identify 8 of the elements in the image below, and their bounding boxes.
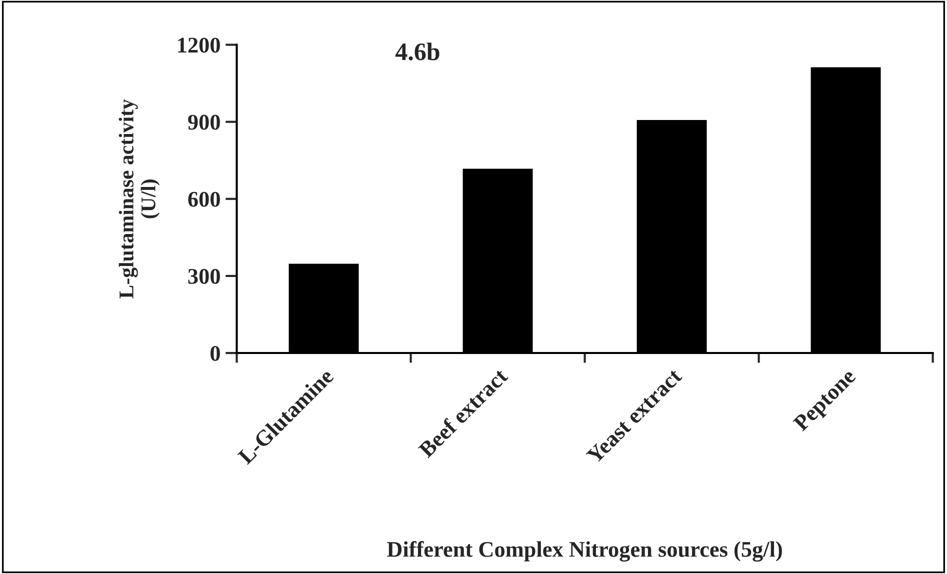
y-tick-label: 900 <box>188 114 220 130</box>
y-tick-label: 1200 <box>178 38 220 53</box>
y-tick-label: 600 <box>188 192 220 207</box>
y-axis-title: L-glutaminase activity (U/l) <box>118 99 160 298</box>
annotation: 4.6b <box>395 42 440 60</box>
y-tick-label: 300 <box>188 268 220 284</box>
x-axis-title: Different Complex Nitrogen sources (5g/l) <box>387 541 782 562</box>
y-tick-label: 0 <box>210 346 220 361</box>
